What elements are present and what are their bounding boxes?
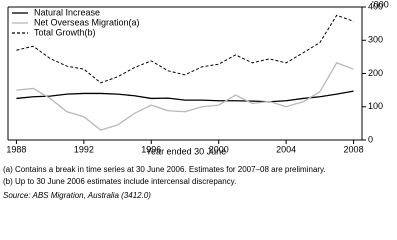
y-tick-label: 100: [368, 101, 383, 111]
series-line: [16, 62, 354, 131]
y-axis-unit: '000: [372, 0, 389, 9]
footnote: (a) Contains a break in time series at 3…: [3, 165, 326, 174]
x-axis-label: Year ended 30 June: [146, 146, 226, 156]
y-tick-label: 0: [368, 134, 373, 144]
x-tick-label: 1988: [6, 144, 26, 154]
legend-label: Net Overseas Migration(a): [34, 17, 140, 27]
legend-label: Total Growth(b): [34, 27, 96, 37]
x-tick-label: 1996: [141, 144, 161, 154]
x-tick-label: 2008: [344, 144, 364, 154]
footnote: (b) Up to 30 June 2006 estimates include…: [3, 177, 236, 186]
legend-label: Natural Increase: [34, 7, 100, 17]
y-tick-label: 200: [368, 68, 383, 78]
series-line: [16, 14, 354, 84]
x-tick-label: 2000: [209, 144, 229, 154]
x-tick-label: 1992: [74, 144, 94, 154]
source: Source: ABS Migration, Australia (3412.0…: [3, 191, 151, 200]
x-tick-label: 2004: [276, 144, 296, 154]
chart: '000 Year ended 30 June (a) Contains a b…: [3, 0, 389, 200]
y-tick-label: 300: [368, 35, 383, 45]
series-line: [16, 90, 354, 103]
y-tick-label: 400: [368, 1, 383, 11]
